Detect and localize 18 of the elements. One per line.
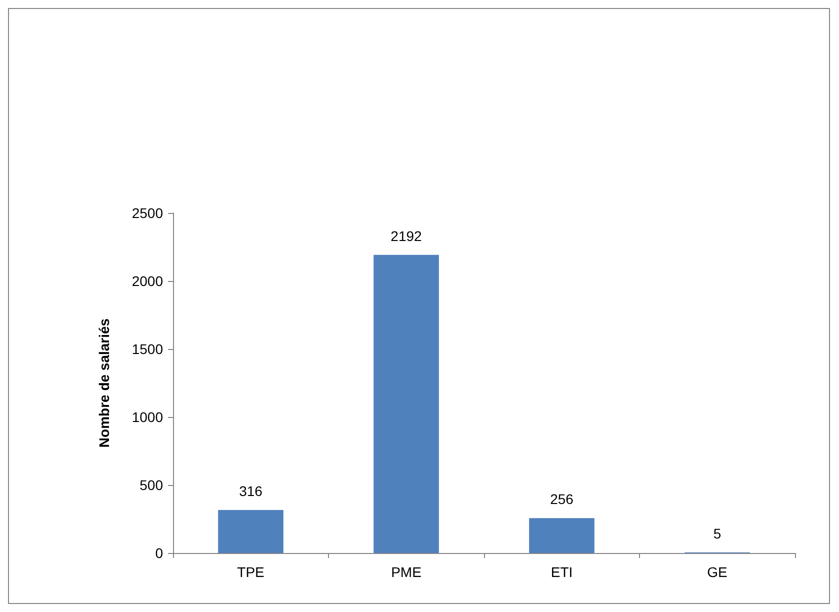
y-tick-label: 0: [155, 545, 164, 561]
bar: [218, 510, 284, 553]
data-label: 316: [239, 483, 263, 500]
y-tick-label: 500: [140, 477, 164, 493]
y-tick-label: 1000: [132, 409, 164, 425]
y-tick-label: 2500: [132, 205, 164, 221]
y-axis-title: Nombre de salariés: [96, 318, 112, 448]
x-tick-label: TPE: [237, 564, 264, 580]
x-tick-label: PME: [391, 564, 422, 580]
y-tick-label: 1500: [132, 341, 164, 357]
data-label: 256: [550, 491, 574, 508]
y-tick-label: 2000: [132, 273, 164, 289]
x-tick-label: GE: [707, 564, 728, 580]
x-tick-label: ETI: [550, 564, 573, 580]
bar: [374, 254, 439, 553]
data-label: 5: [713, 525, 722, 542]
bar: [529, 518, 594, 553]
data-label: 2192: [390, 228, 422, 244]
